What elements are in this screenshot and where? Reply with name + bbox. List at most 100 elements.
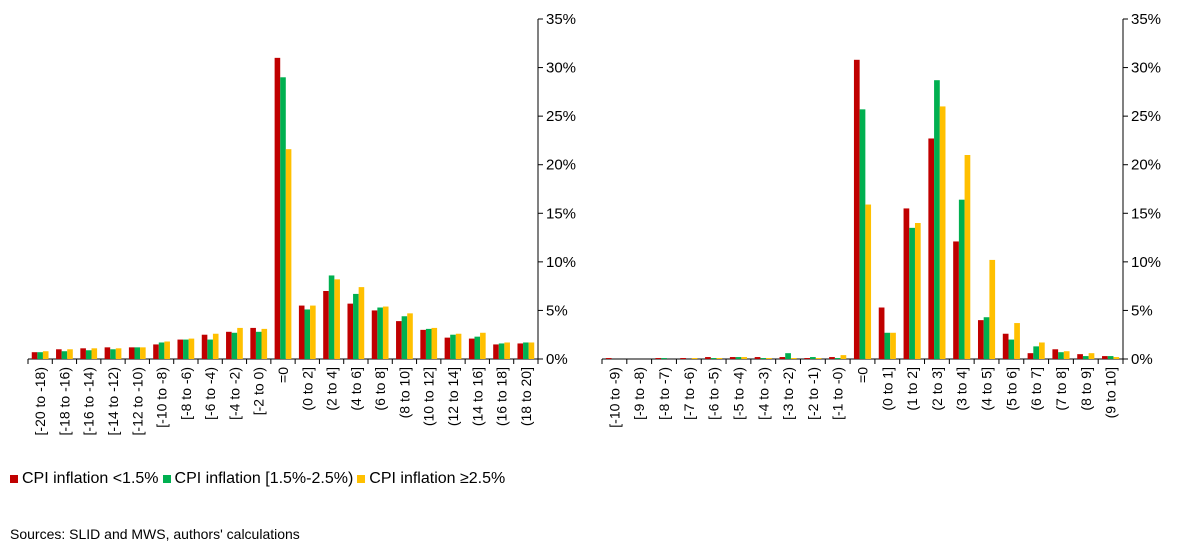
right-bar-series-2: [1033, 346, 1040, 359]
source-note: Sources: SLID and MWS, authors' calculat…: [10, 526, 300, 542]
right-bar-series-3: [890, 332, 896, 359]
right-bar-series-3: [914, 223, 921, 359]
left-bar-series-1: [104, 347, 111, 359]
left-category-label: (6 to 8]: [372, 367, 388, 411]
right-bar-series-1: [853, 59, 860, 360]
left-bar-series-3: [334, 279, 340, 359]
left-bar-series-3: [42, 351, 49, 359]
right-bar-series-1: [829, 357, 835, 359]
left-y-tick-label: 10%: [546, 254, 576, 271]
left-bar-series-3: [455, 333, 462, 359]
right-bar-series-2: [1107, 356, 1114, 359]
right-bar-series-2: [909, 227, 915, 359]
right-category-label: (8 to 9]: [1078, 367, 1094, 411]
right-category-label: (2 to 3]: [929, 367, 945, 411]
left-category-label: (14 to 16]: [469, 367, 485, 426]
left-bar-series-2: [231, 332, 238, 359]
chart-left: 0% 5% 10% 15% 20% 25% 30% 35% [-20 to -18) [-18 t…: [27, 11, 576, 435]
right-bar-series-1: [680, 358, 686, 359]
left-bar-series-3: [212, 333, 219, 359]
right-category-label: [-6 to -5): [706, 367, 722, 420]
right-bar-series-3: [741, 357, 748, 359]
left-bar-series-2: [280, 77, 286, 360]
right-bar-series-3: [939, 106, 946, 359]
right-category-label: (7 to 8]: [1053, 367, 1069, 411]
legend: CPI inflation <1.5% CPI inflation [1.5%-…: [10, 470, 509, 488]
left-bar-series-1: [226, 331, 232, 359]
right-y-tick-label: 30%: [1131, 60, 1161, 77]
right-bar-series-3: [815, 358, 822, 359]
right-bar-series-1: [754, 357, 761, 359]
right-bar-series-2: [710, 358, 717, 359]
legend-item-mid: CPI inflation [1.5%-2.5%): [162, 470, 353, 488]
right-bar-series-1: [729, 357, 736, 359]
right-bar-series-1: [903, 208, 910, 359]
right-bar-series-3: [840, 355, 847, 359]
right-bar-series-1: [977, 320, 984, 359]
left-bar-series-1: [517, 343, 524, 359]
right-bar-series-2: [958, 199, 965, 359]
left-bar-series-3: [164, 341, 170, 359]
left-category-label: (12 to 14]: [445, 367, 461, 426]
left-bar-series-1: [274, 57, 281, 359]
left-y-tick-label: 30%: [546, 60, 576, 77]
right-category-label: (6 to 7]: [1028, 367, 1044, 411]
left-bar-series-2: [474, 336, 481, 359]
left-bar-series-2: [110, 349, 116, 359]
left-bar-series-3: [431, 327, 438, 359]
left-bar-series-2: [377, 307, 383, 359]
right-y-tick-label: 20%: [1131, 157, 1161, 174]
left-bar-series-3: [237, 327, 243, 359]
left-bar-series-2: [255, 331, 262, 359]
right-bar-series-3: [1039, 342, 1045, 359]
right-category-label: =0: [855, 367, 871, 383]
right-bar-series-1: [1102, 356, 1108, 359]
left-category-label: [-18 to -16): [56, 367, 72, 435]
left-category-label: (0 to 2]: [299, 367, 315, 411]
right-bar-series-3: [1014, 323, 1020, 359]
legend-label-low: CPI inflation <1.5%: [22, 470, 159, 487]
right-bar-series-1: [779, 357, 786, 359]
right-bar-series-1: [953, 241, 959, 359]
right-y-tick-label: 25%: [1131, 108, 1161, 125]
left-bar-series-2: [353, 293, 359, 359]
right-bar-series-1: [1052, 349, 1059, 359]
right-bar-series-3: [766, 358, 772, 359]
left-bar-series-3: [358, 287, 365, 359]
left-bar-series-3: [528, 342, 535, 359]
chart-right: 0% 5% 10% 15% 20% 25% 30% 35% [-10 to -9) [-9 to …: [601, 11, 1161, 428]
left-y-tick-label: 0%: [546, 351, 568, 368]
right-category-label: [-4 to -3): [755, 367, 771, 420]
left-bar-series-3: [480, 332, 486, 359]
left-y-tick-label: 25%: [546, 108, 576, 125]
left-y-tick-label: 20%: [546, 157, 576, 174]
left-bar-series-1: [371, 310, 378, 359]
left-bar-series-1: [396, 321, 402, 359]
left-bar-series-2: [61, 351, 68, 359]
right-category-label: (3 to 4]: [954, 367, 970, 411]
left-bar-series-3: [115, 348, 122, 359]
left-y-tick-label: 15%: [546, 205, 576, 222]
left-bar-series-1: [323, 291, 329, 359]
left-bar-series-1: [177, 339, 184, 359]
left-category-label: [-14 to -12): [105, 367, 121, 435]
right-bar-series-3: [1088, 353, 1095, 359]
right-bar-series-3: [1063, 351, 1070, 359]
left-category-label: (8 to 10]: [396, 367, 412, 418]
left-category-label: (4 to 6]: [348, 367, 364, 411]
right-category-label: [-2 to -1): [805, 367, 821, 420]
right-category-label: (0 to 1]: [879, 367, 895, 411]
left-category-label: [-6 to -4): [202, 367, 218, 420]
left-bar-series-3: [285, 149, 292, 359]
left-bar-series-2: [498, 343, 505, 359]
left-bar-series-1: [80, 348, 86, 359]
right-bar-series-2: [983, 317, 990, 359]
right-bar-series-1: [605, 358, 612, 359]
right-y-tick-label: 10%: [1131, 254, 1161, 271]
right-bar-series-3: [716, 358, 723, 359]
left-category-label: [-20 to -18): [32, 367, 48, 435]
legend-swatch-low: [10, 475, 18, 483]
left-bar-series-2: [207, 339, 213, 359]
right-y-tick-label: 0%: [1131, 351, 1153, 368]
right-category-label: [-8 to -7): [656, 367, 672, 420]
